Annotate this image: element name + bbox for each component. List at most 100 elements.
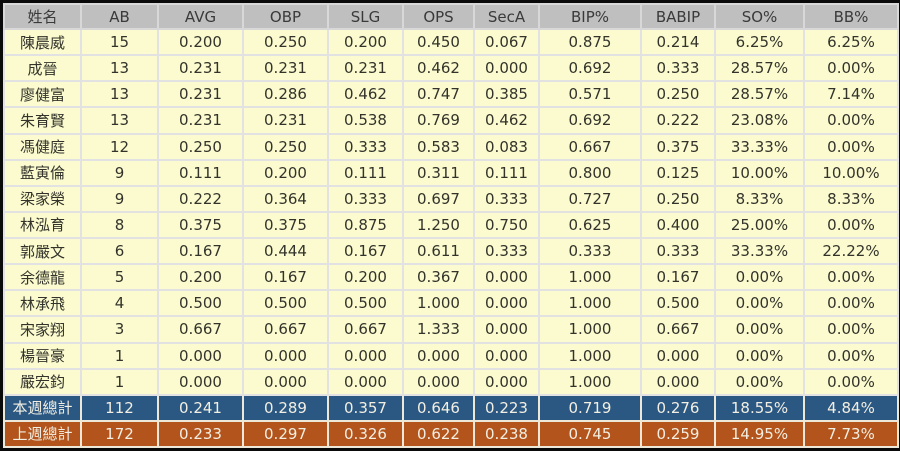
- stat-cell-bb-pct: 6.25%: [803, 27, 899, 57]
- player-name-cell: 楊晉豪: [3, 341, 82, 370]
- last-week-total-row: 上週總計 172 0.233 0.297 0.326 0.622 0.238 0.745 0.2…: [3, 419, 899, 449]
- stat-cell-avg: 0.667: [157, 315, 244, 344]
- stat-cell-babip: 0.500: [640, 289, 716, 318]
- stat-cell-ops: 0.000: [402, 341, 475, 370]
- stat-cell-babip: 0.000: [640, 341, 716, 370]
- stat-cell-avg: 0.167: [157, 236, 244, 266]
- column-header-bb-pct: BB%: [803, 3, 899, 30]
- stat-cell-bip-pct: 0.875: [538, 27, 642, 57]
- stat-cell-obp: 0.667: [242, 315, 329, 344]
- stat-cell-bb-pct: 0.00%: [803, 54, 899, 83]
- this-week-total-row: 本週總計 112 0.241 0.289 0.357 0.646 0.223 0.719 0.2…: [3, 393, 899, 422]
- stat-cell-slg: 0.333: [327, 184, 404, 213]
- stat-cell-ab: 15: [80, 27, 159, 57]
- stat-cell-ab: 1: [80, 341, 159, 370]
- total-cell-obp: 0.297: [242, 419, 329, 449]
- player-name-cell: 余德龍: [3, 263, 82, 292]
- stat-cell-slg: 0.200: [327, 27, 404, 57]
- stat-cell-bip-pct: 1.000: [538, 341, 642, 370]
- stat-cell-babip: 0.333: [640, 236, 716, 266]
- stat-cell-bip-pct: 0.727: [538, 184, 642, 213]
- stat-cell-ops: 1.000: [402, 289, 475, 318]
- stat-cell-avg: 0.000: [157, 341, 244, 370]
- stat-cell-ab: 3: [80, 315, 159, 344]
- stat-cell-bip-pct: 1.000: [538, 367, 642, 396]
- stat-cell-obp: 0.200: [242, 158, 329, 187]
- stat-cell-bb-pct: 10.00%: [803, 158, 899, 187]
- stat-cell-ops: 0.311: [402, 158, 475, 187]
- total-cell-obp: 0.289: [242, 393, 329, 422]
- stat-cell-seca: 0.462: [473, 106, 540, 135]
- stat-cell-babip: 0.125: [640, 158, 716, 187]
- stat-cell-bip-pct: 0.625: [538, 210, 642, 240]
- stat-cell-ab: 9: [80, 184, 159, 213]
- stat-cell-ops: 0.611: [402, 236, 475, 266]
- stat-cell-bb-pct: 0.00%: [803, 263, 899, 292]
- column-header-seca: SecA: [473, 3, 540, 30]
- header-row: 姓名 AB AVG OBP SLG OPS SecA BIP% BABIP SO% BB%: [3, 3, 899, 30]
- stat-cell-bb-pct: 0.00%: [803, 132, 899, 161]
- column-header-avg: AVG: [157, 3, 244, 30]
- stat-cell-bip-pct: 0.667: [538, 132, 642, 161]
- stat-cell-avg: 0.231: [157, 54, 244, 83]
- stat-cell-slg: 0.167: [327, 236, 404, 266]
- player-name-cell: 成晉: [3, 54, 82, 83]
- stat-cell-slg: 0.875: [327, 210, 404, 240]
- stat-cell-ab: 13: [80, 106, 159, 135]
- stat-cell-bb-pct: 7.14%: [803, 80, 899, 109]
- stat-cell-slg: 0.000: [327, 341, 404, 370]
- player-name-cell: 廖健富: [3, 80, 82, 109]
- stat-cell-ab: 6: [80, 236, 159, 266]
- stat-cell-avg: 0.111: [157, 158, 244, 187]
- player-row: 郭嚴文 6 0.167 0.444 0.167 0.611 0.333 0.333 0.333 3…: [3, 236, 899, 266]
- stat-cell-slg: 0.111: [327, 158, 404, 187]
- stat-cell-so-pct: 28.57%: [714, 54, 805, 83]
- stat-cell-babip: 0.333: [640, 54, 716, 83]
- player-row: 成晉 13 0.231 0.231 0.231 0.462 0.000 0.692 0.333 2…: [3, 54, 899, 83]
- stat-cell-seca: 0.333: [473, 236, 540, 266]
- player-name-cell: 宋家翔: [3, 315, 82, 344]
- stat-cell-bip-pct: 0.571: [538, 80, 642, 109]
- player-name-cell: 馮健庭: [3, 132, 82, 161]
- stat-cell-avg: 0.375: [157, 210, 244, 240]
- stat-cell-ops: 1.333: [402, 315, 475, 344]
- stat-cell-so-pct: 25.00%: [714, 210, 805, 240]
- stat-cell-obp: 0.231: [242, 54, 329, 83]
- player-name-cell: 郭嚴文: [3, 236, 82, 266]
- player-row: 馮健庭 12 0.250 0.250 0.333 0.583 0.083 0.667 0.375…: [3, 132, 899, 161]
- stat-cell-obp: 0.250: [242, 27, 329, 57]
- column-header-so-pct: SO%: [714, 3, 805, 30]
- stat-cell-avg: 0.500: [157, 289, 244, 318]
- stat-cell-ab: 5: [80, 263, 159, 292]
- stat-cell-seca: 0.750: [473, 210, 540, 240]
- stat-cell-bb-pct: 8.33%: [803, 184, 899, 213]
- total-cell-bb-pct: 7.73%: [803, 419, 899, 449]
- stat-cell-babip: 0.250: [640, 80, 716, 109]
- player-row: 林泓育 8 0.375 0.375 0.875 1.250 0.750 0.625 0.400 2…: [3, 210, 899, 240]
- total-cell-bip-pct: 0.745: [538, 419, 642, 449]
- stat-cell-slg: 0.667: [327, 315, 404, 344]
- total-cell-so-pct: 14.95%: [714, 419, 805, 449]
- stat-cell-obp: 0.231: [242, 106, 329, 135]
- stat-cell-babip: 0.222: [640, 106, 716, 135]
- stat-cell-bb-pct: 0.00%: [803, 367, 899, 396]
- player-row: 嚴宏鈞 1 0.000 0.000 0.000 0.000 0.000 1.000 0.000 0…: [3, 367, 899, 396]
- total-cell-ops: 0.646: [402, 393, 475, 422]
- stat-cell-babip: 0.000: [640, 367, 716, 396]
- stat-cell-slg: 0.538: [327, 106, 404, 135]
- stat-cell-slg: 0.231: [327, 54, 404, 83]
- stat-cell-so-pct: 33.33%: [714, 236, 805, 266]
- player-name-cell: 嚴宏鈞: [3, 367, 82, 396]
- total-cell-slg: 0.326: [327, 419, 404, 449]
- stat-cell-so-pct: 0.00%: [714, 341, 805, 370]
- player-row: 宋家翔 3 0.667 0.667 0.667 1.333 0.000 1.000 0.667 0…: [3, 315, 899, 344]
- stat-cell-bip-pct: 0.692: [538, 106, 642, 135]
- stat-cell-avg: 0.231: [157, 80, 244, 109]
- total-cell-avg: 0.233: [157, 419, 244, 449]
- total-cell-ops: 0.622: [402, 419, 475, 449]
- column-header-ab: AB: [80, 3, 159, 30]
- total-cell-bip-pct: 0.719: [538, 393, 642, 422]
- stat-cell-obp: 0.167: [242, 263, 329, 292]
- player-row: 陳晨威 15 0.200 0.250 0.200 0.450 0.067 0.875 0.214…: [3, 27, 899, 57]
